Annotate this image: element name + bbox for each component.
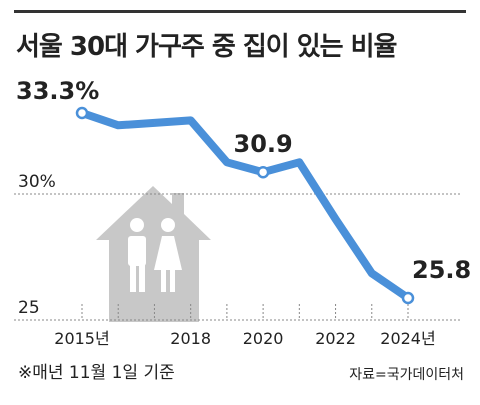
data-point	[75, 106, 89, 120]
x-axis: 2015년 2018 2020 2022 2024년	[54, 304, 436, 348]
person-dress	[154, 236, 182, 270]
chart-title: 서울 30대 가구주 중 집이 있는 비율	[16, 32, 397, 62]
data-label: 30.9	[234, 130, 293, 158]
grid-lines: 30% 25	[14, 172, 462, 321]
data-point	[401, 291, 415, 305]
top-rule	[14, 10, 466, 13]
footnote: ※매년 11월 1일 기준	[18, 363, 175, 383]
person-body	[128, 236, 146, 266]
data-label: 33.3%	[16, 77, 99, 105]
house-illustration	[96, 186, 211, 322]
x-tick-label: 2020	[243, 329, 284, 348]
x-tick-label: 2018	[170, 329, 211, 348]
x-tick-label: 2015년	[54, 329, 109, 348]
x-tick-label: 2024년	[380, 329, 435, 348]
y-tick-label: 30%	[18, 172, 56, 192]
data-label: 25.8	[412, 256, 471, 284]
person-leg	[170, 268, 175, 292]
data-labels: 33.3% 30.9 25.8	[16, 77, 471, 284]
person-leg	[130, 262, 136, 292]
person-head	[130, 218, 144, 232]
source-credit: 자료=국가데이터처	[349, 367, 464, 383]
y-tick-label: 25	[18, 298, 40, 318]
x-tick-label: 2022	[315, 329, 356, 348]
person-head	[161, 218, 175, 232]
data-point	[256, 165, 270, 179]
data-series	[75, 106, 415, 305]
house-shape	[96, 186, 211, 322]
person-leg	[139, 262, 145, 292]
person-leg	[161, 268, 166, 292]
series-line	[78, 109, 412, 302]
